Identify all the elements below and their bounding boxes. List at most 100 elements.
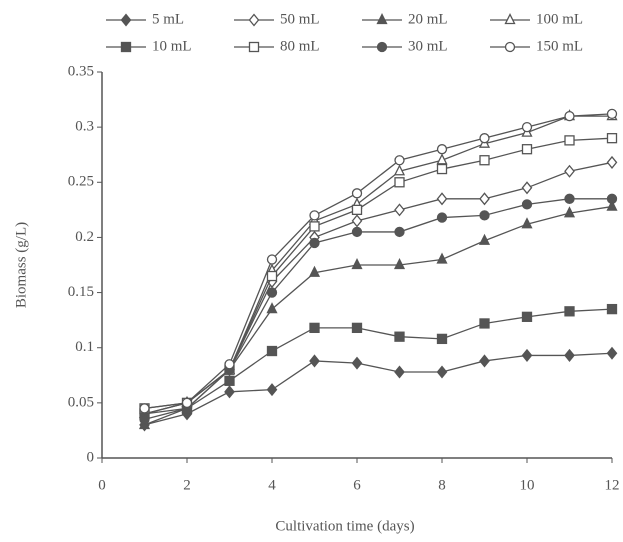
series-line <box>144 352 613 426</box>
legend-label: 5 mL <box>152 11 184 27</box>
legend-label: 100 mL <box>536 11 583 27</box>
marker <box>479 354 490 368</box>
marker <box>478 233 491 245</box>
y-tick-label: 0 <box>87 449 95 465</box>
marker <box>521 311 533 322</box>
marker <box>521 144 533 155</box>
x-tick-label: 8 <box>438 477 446 493</box>
marker <box>436 212 448 223</box>
y-tick-label: 0.3 <box>75 119 94 135</box>
marker <box>351 258 363 270</box>
marker <box>309 210 320 221</box>
marker <box>436 163 448 175</box>
y-axis-title: Biomass (g/L) <box>13 222 29 308</box>
marker <box>564 164 575 178</box>
marker <box>479 192 490 206</box>
marker <box>606 193 618 204</box>
x-axis-title: Cultivation time (days) <box>275 518 414 534</box>
legend-label: 30 mL <box>408 38 448 54</box>
marker <box>393 258 406 270</box>
marker <box>479 133 490 144</box>
marker <box>376 13 388 25</box>
y-tick-label: 0.1 <box>75 339 94 355</box>
marker <box>606 108 618 120</box>
marker <box>479 155 490 166</box>
series-line <box>144 205 613 426</box>
marker <box>436 144 448 155</box>
marker <box>248 13 260 27</box>
marker <box>224 359 235 370</box>
marker <box>394 177 405 188</box>
marker <box>564 193 575 204</box>
marker <box>309 237 320 249</box>
marker <box>351 214 363 228</box>
legend-label: 20 mL <box>408 11 448 27</box>
y-tick-label: 0.2 <box>75 229 94 245</box>
marker <box>351 322 363 334</box>
marker <box>606 303 618 315</box>
marker <box>393 164 406 176</box>
legend-label: 50 mL <box>280 11 320 27</box>
marker <box>606 155 618 169</box>
marker <box>394 331 405 342</box>
marker <box>120 13 132 27</box>
marker <box>521 121 533 133</box>
marker <box>563 206 576 218</box>
marker <box>224 375 235 386</box>
marker <box>436 252 448 264</box>
marker <box>266 270 278 282</box>
marker <box>564 348 575 362</box>
marker <box>436 153 448 165</box>
y-tick-label: 0.05 <box>68 394 94 410</box>
legend-label: 150 mL <box>536 38 583 54</box>
x-tick-label: 6 <box>353 477 361 493</box>
marker <box>394 155 405 166</box>
marker <box>479 210 490 221</box>
y-tick-label: 0.35 <box>68 63 94 79</box>
marker <box>309 354 320 368</box>
marker <box>120 41 132 53</box>
marker <box>436 192 448 206</box>
marker <box>564 110 575 122</box>
marker <box>479 318 490 329</box>
x-tick-label: 12 <box>605 477 620 493</box>
marker <box>521 181 533 195</box>
marker <box>266 254 278 265</box>
marker <box>521 217 533 229</box>
series-line <box>144 137 613 410</box>
marker <box>504 13 516 25</box>
marker <box>376 41 388 53</box>
series-line <box>144 308 613 415</box>
series-line <box>144 161 613 415</box>
marker <box>606 346 618 360</box>
marker <box>606 199 618 211</box>
marker <box>224 385 235 399</box>
marker <box>266 302 278 314</box>
series-line <box>144 113 613 410</box>
marker <box>351 188 363 199</box>
marker <box>436 333 448 345</box>
marker <box>266 287 278 298</box>
x-tick-label: 4 <box>268 477 276 493</box>
marker <box>394 365 405 379</box>
marker <box>139 403 150 414</box>
legend-label: 80 mL <box>280 38 320 54</box>
marker <box>521 348 533 362</box>
marker <box>351 356 363 370</box>
marker <box>139 414 150 425</box>
marker <box>394 226 405 238</box>
marker <box>351 204 363 216</box>
marker <box>308 265 321 277</box>
marker <box>564 135 575 146</box>
x-tick-label: 0 <box>98 477 106 493</box>
marker <box>606 133 618 144</box>
marker <box>521 199 533 210</box>
marker <box>309 322 320 334</box>
marker <box>181 397 193 409</box>
series-line <box>144 198 612 421</box>
marker <box>436 365 448 379</box>
marker <box>266 345 278 357</box>
x-tick-label: 10 <box>520 477 535 493</box>
marker <box>394 203 405 217</box>
